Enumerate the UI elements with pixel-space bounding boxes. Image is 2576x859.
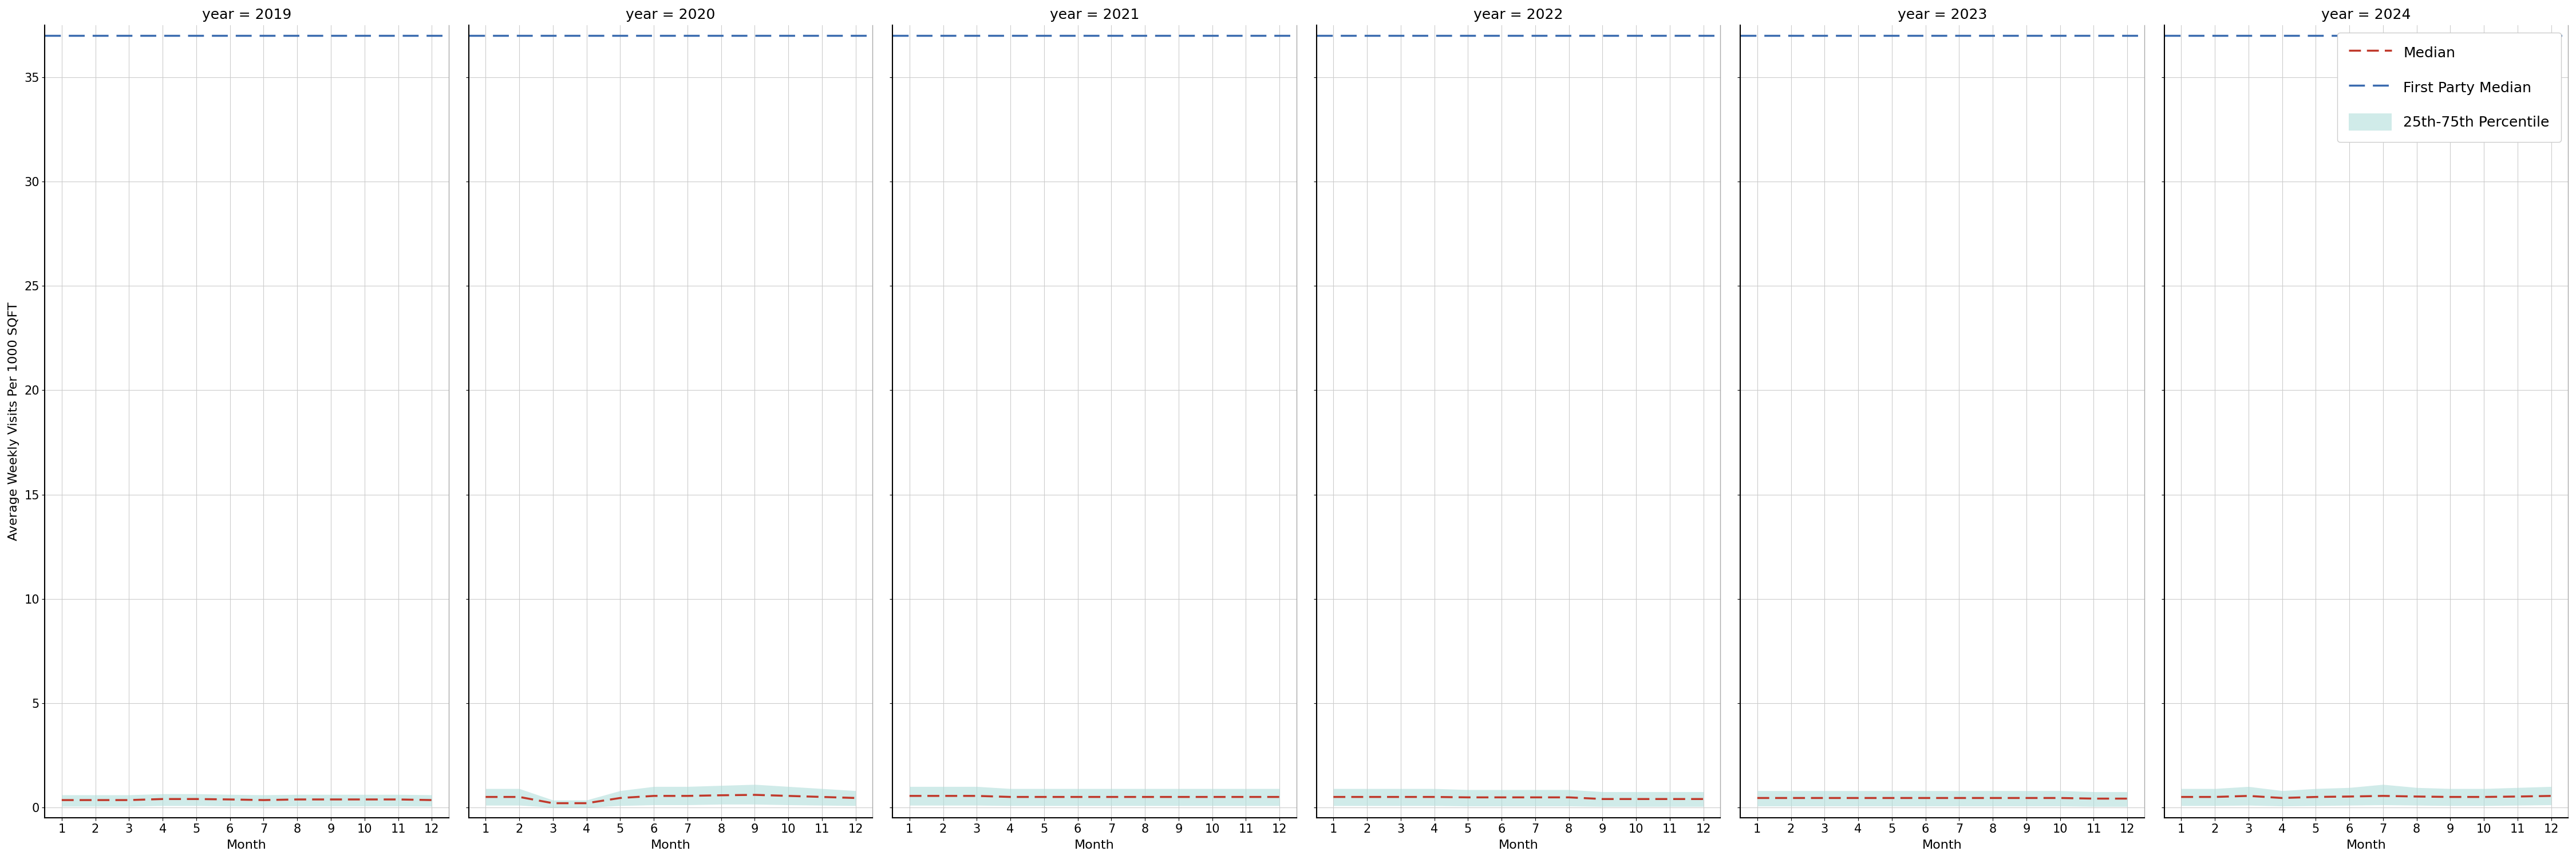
X-axis label: Month: Month <box>2347 839 2385 851</box>
Title: year = 2023: year = 2023 <box>1899 8 1986 21</box>
X-axis label: Month: Month <box>1499 839 1538 851</box>
Title: year = 2019: year = 2019 <box>201 8 291 21</box>
Title: year = 2022: year = 2022 <box>1473 8 1564 21</box>
Y-axis label: Average Weekly Visits Per 1000 SQFT: Average Weekly Visits Per 1000 SQFT <box>8 302 21 541</box>
Legend: Median, First Party Median, 25th-75th Percentile: Median, First Party Median, 25th-75th Pe… <box>2336 33 2561 142</box>
X-axis label: Month: Month <box>1074 839 1115 851</box>
X-axis label: Month: Month <box>652 839 690 851</box>
Title: year = 2024: year = 2024 <box>2321 8 2411 21</box>
X-axis label: Month: Month <box>227 839 268 851</box>
X-axis label: Month: Month <box>1922 839 1963 851</box>
Title: year = 2021: year = 2021 <box>1051 8 1139 21</box>
Title: year = 2020: year = 2020 <box>626 8 716 21</box>
